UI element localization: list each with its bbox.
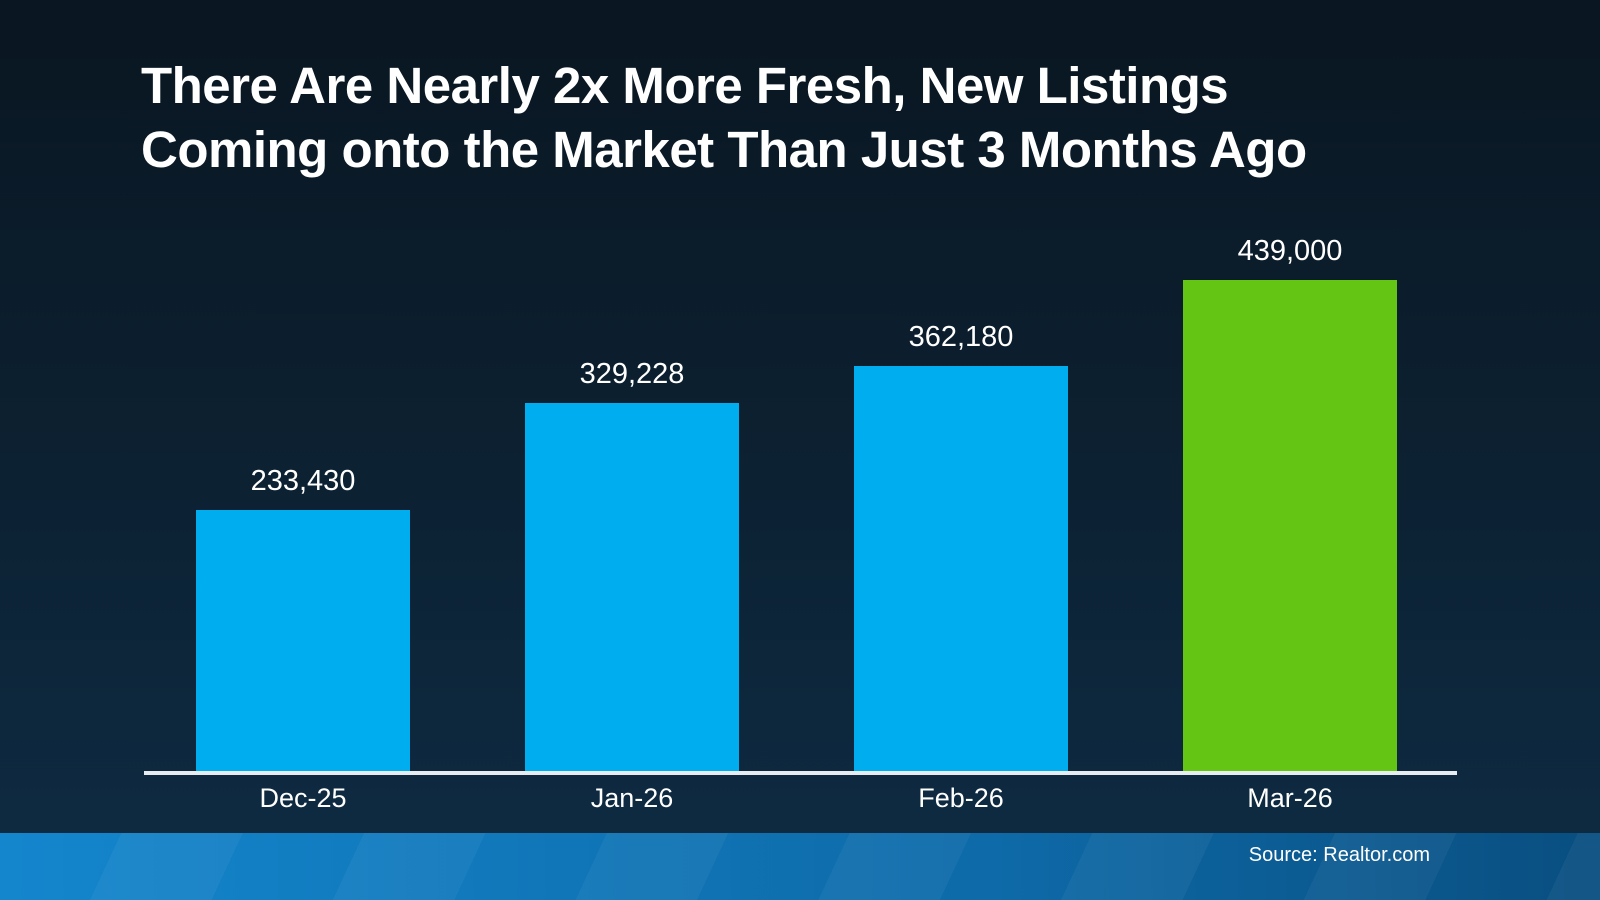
bar-rect-Mar-26 — [1183, 280, 1397, 771]
bar-value-label: 439,000 — [1237, 235, 1343, 267]
x-axis-tick-label: Feb-26 — [918, 783, 1004, 813]
x-axis-tick-label: Jan-26 — [590, 783, 674, 813]
bar-rect-Dec-25 — [196, 510, 410, 771]
x-axis-tick-label: Dec-25 — [259, 783, 347, 813]
chart-title-line2: Coming onto the Market Than Just 3 Month… — [141, 121, 1307, 178]
bar-Feb-26: 362,180 — [854, 321, 1068, 771]
footer-bar: Source: Realtor.com — [0, 833, 1600, 900]
x-axis-line — [144, 771, 1457, 775]
bar-Jan-26: 329,228 — [525, 358, 739, 771]
bar-Dec-25: 233,430 — [196, 465, 410, 771]
bar-rect-Jan-26 — [525, 403, 739, 771]
chart-title: There Are Nearly 2x More Fresh, New List… — [141, 54, 1471, 182]
chart-title-line1: There Are Nearly 2x More Fresh, New List… — [141, 57, 1229, 114]
bar-Mar-26: 439,000 — [1183, 235, 1397, 771]
bar-value-label: 233,430 — [250, 465, 356, 497]
source-attribution: Source: Realtor.com — [1248, 844, 1430, 866]
bar-value-label: 329,228 — [579, 358, 685, 390]
bar-rect-Feb-26 — [854, 366, 1068, 771]
bar-value-label: 362,180 — [908, 321, 1014, 353]
x-axis-tick-label: Mar-26 — [1247, 783, 1333, 813]
